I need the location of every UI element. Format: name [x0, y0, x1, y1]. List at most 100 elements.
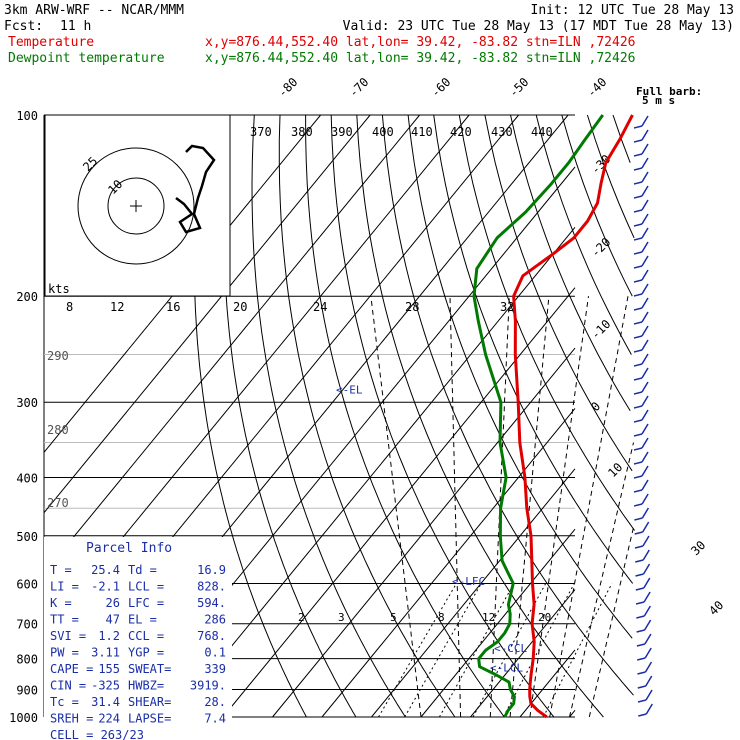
wind-barb-flag	[641, 227, 649, 239]
wind-barb-staff	[633, 447, 643, 451]
wind-barb-flag	[641, 409, 649, 421]
dewpoint-legend: Dewpoint temperature	[8, 51, 165, 66]
isotherm	[321, 408, 576, 718]
wind-barb-staff	[633, 181, 643, 185]
parcel-row-key2: LCL =	[128, 580, 164, 594]
isotherm-label: -40	[584, 75, 609, 100]
parcel-row-value2: 16.9	[197, 563, 226, 577]
wind-barb-staff	[633, 405, 643, 409]
mixing-ratio-line	[542, 583, 613, 718]
wind-barb-staff	[635, 559, 644, 563]
dry-adiabat	[586, 114, 635, 239]
wind-barb-staff	[633, 419, 643, 423]
wind-barb-flag	[642, 563, 651, 575]
hodograph: 10 25 kts	[44, 114, 231, 297]
mixing-ratio-label: 5	[390, 611, 397, 624]
theta-label-left: 290	[47, 349, 69, 363]
wind-barb-staff	[633, 279, 643, 283]
dry-adiabat	[278, 114, 456, 718]
isotherm-label: 10	[605, 460, 625, 480]
parcel-row-value: 31.4	[91, 695, 120, 709]
wind-barb-flag	[641, 353, 649, 365]
wind-barb-staff	[633, 293, 643, 297]
hodograph-speed-label: 28	[405, 300, 419, 314]
parcel-row-key2: EL =	[128, 613, 157, 627]
mixing-ratio-line	[438, 583, 515, 718]
hodograph-units: kts	[48, 282, 70, 296]
wind-barb-flag	[641, 213, 649, 225]
dewpoint-trace	[472, 114, 605, 718]
mixing-ratio-label: 20	[538, 611, 551, 624]
isotherm	[569, 709, 576, 718]
dry-adiabat	[381, 114, 634, 696]
wind-barb-staff	[634, 531, 643, 535]
dry-adiabat	[223, 114, 357, 718]
hodograph-speed-label: 16	[166, 300, 180, 314]
parcel-row-value: -2.1	[91, 580, 120, 594]
parcel-row-value2: 7.4	[204, 712, 226, 726]
wind-barb-staff	[633, 209, 643, 213]
wind-barb-flag	[641, 325, 649, 337]
wind-barb-flag	[641, 437, 649, 449]
wind-barb-staff	[635, 601, 645, 605]
moist-adiabat	[370, 296, 422, 718]
pressure-tick-label: 600	[16, 577, 38, 591]
moist-adiabat	[509, 296, 550, 718]
mixing-ratio-line	[378, 583, 457, 718]
wind-barb-flag	[641, 129, 649, 141]
isotherm-label: -80	[275, 75, 300, 100]
dry-adiabat	[433, 114, 634, 584]
pressure-tick-label: 300	[16, 396, 38, 410]
dry-adiabat	[330, 114, 555, 718]
wind-barb-flag	[642, 535, 650, 547]
temperature-legend: Temperature	[8, 35, 94, 50]
wind-barb-staff	[633, 489, 643, 493]
wind-barbs: Full barb: 5 m s	[633, 85, 702, 717]
wind-barb-flag	[641, 115, 649, 127]
wind-barb-staff	[633, 307, 643, 311]
isotherm	[43, 114, 421, 574]
wind-barb-staff	[633, 321, 643, 325]
wind-barb-staff	[635, 573, 644, 577]
parcel-row-key2: YGP =	[128, 646, 164, 660]
wind-barb-staff	[633, 125, 643, 129]
parcel-row-value2: 28.	[204, 695, 226, 709]
model-title: 3km ARW-WRF -- NCAR/MMM	[4, 3, 184, 18]
temperature-location: x,y=876.44,552.40 lat,lon= 39.42, -83.82…	[205, 35, 635, 50]
theta-label: 370	[250, 125, 272, 139]
parcel-level-label: <-LCL	[490, 662, 523, 675]
theta-label-left: 270	[47, 496, 69, 510]
hodograph-trace	[175, 144, 216, 234]
wind-barb-flag	[644, 633, 652, 645]
wind-barb-flag	[645, 675, 653, 687]
wind-legend-label: Full barb:	[636, 85, 702, 98]
parcel-level-label: <-CCL	[494, 642, 527, 655]
parcel-row-key: PW =	[50, 646, 79, 660]
forecast-label: Fcst:	[4, 19, 43, 34]
valid-time: Valid: 23 UTC Tue 28 May 13 (17 MDT Tue …	[343, 19, 734, 34]
parcel-row-value2: 286	[204, 613, 226, 627]
parcel-row-key2: HWBZ=	[128, 679, 164, 693]
mixing-ratio-label: 3	[338, 611, 345, 624]
wind-barb-flag	[645, 703, 653, 715]
wind-barb-flag	[641, 255, 649, 267]
parcel-row-key: CIN =	[50, 679, 86, 693]
hodograph-ring-outer	[77, 147, 195, 265]
parcel-row-value: 1.2	[98, 629, 120, 643]
parcel-row-value2: 339	[204, 662, 226, 676]
mixing-ratio-label: 2	[298, 611, 305, 624]
parcel-row-key: SVI =	[50, 629, 86, 643]
parcel-panel-bg	[44, 537, 232, 733]
dry-adiabat	[612, 114, 631, 163]
mixing-ratio-line	[404, 583, 482, 718]
parcel-title: Parcel Info	[86, 541, 172, 556]
theta-label: 410	[411, 125, 433, 139]
wind-barb-flag	[641, 185, 649, 197]
isotherm-label: -10	[588, 317, 613, 342]
hodograph-ring-inner	[107, 177, 165, 235]
wind-barb-flag	[641, 283, 649, 295]
wind-barb-staff	[633, 503, 643, 507]
pressure-tick-label: 100	[16, 109, 38, 123]
